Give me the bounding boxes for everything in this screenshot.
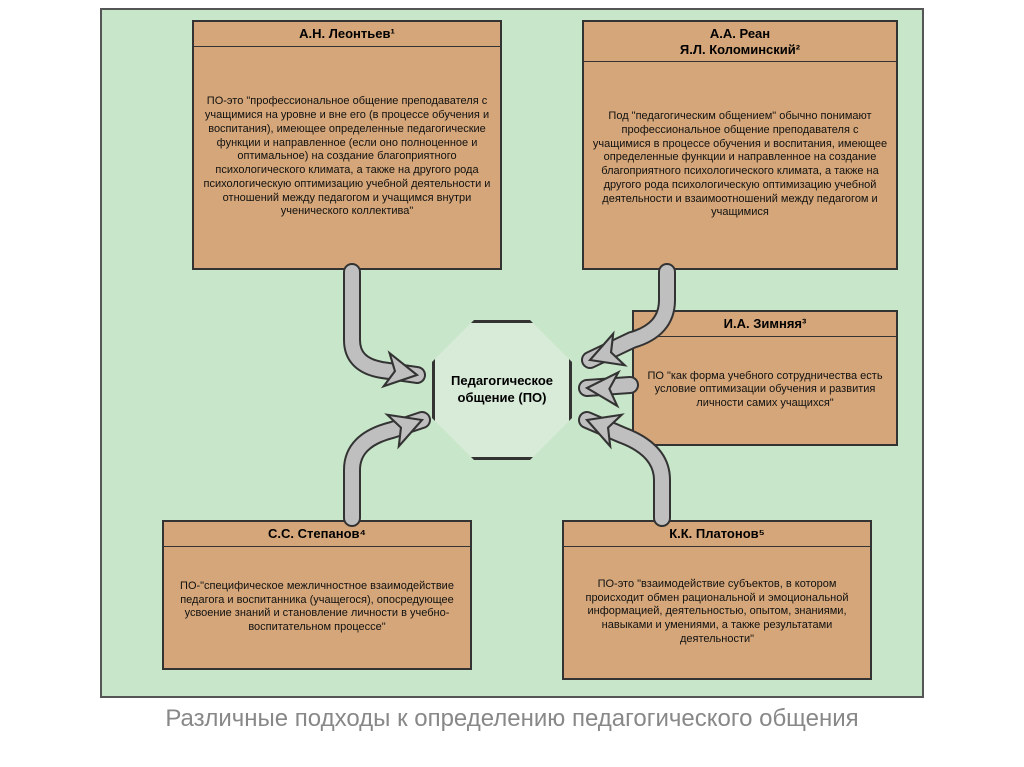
box-zimnyaya-header: И.А. Зимняя³ [634,312,896,337]
box-stepanov-header: С.С. Степанов⁴ [164,522,470,547]
box-leontiev-header: А.Н. Леонтьев¹ [194,22,500,47]
caption: Различные подходы к определению педагоги… [0,705,1024,734]
diagram-canvas: А.Н. Леонтьев¹ ПО-это "профессиональное … [100,8,924,698]
box-platonov-body: ПО-это "взаимодействие субъектов, в кото… [564,547,870,678]
box-platonov-header: К.К. Платонов⁵ [564,522,870,547]
center-octagon: Педагогическое общение (ПО) [432,320,572,460]
box-rean-header: А.А. Реан Я.Л. Коломинский² [584,22,896,62]
box-rean-body: Под "педагогическим общением" обычно пон… [584,62,896,268]
box-stepanov-body: ПО-"специфическое межличностное взаимоде… [164,547,470,668]
box-leontiev-body: ПО-это "профессиональное общение препода… [194,47,500,268]
center-label: Педагогическое общение (ПО) [445,373,559,407]
box-stepanov: С.С. Степанов⁴ ПО-"специфическое межличн… [162,520,472,670]
center-octagon-wrap: Педагогическое общение (ПО) [427,315,577,465]
box-leontiev: А.Н. Леонтьев¹ ПО-это "профессиональное … [192,20,502,270]
box-rean: А.А. Реан Я.Л. Коломинский² Под "педагог… [582,20,898,270]
box-zimnyaya: И.А. Зимняя³ ПО "как форма учебного сотр… [632,310,898,446]
box-zimnyaya-body: ПО "как форма учебного сотрудничества ес… [634,337,896,444]
box-platonov: К.К. Платонов⁵ ПО-это "взаимодействие су… [562,520,872,680]
